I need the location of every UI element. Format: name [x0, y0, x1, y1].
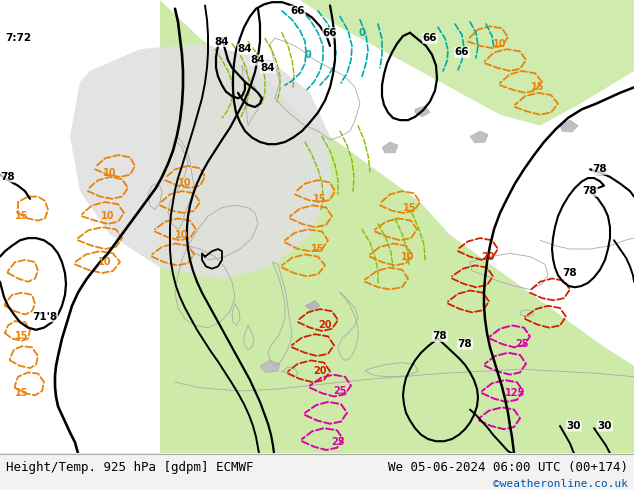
- Text: 78: 78: [432, 331, 448, 342]
- Text: 15: 15: [311, 244, 325, 254]
- Text: 10: 10: [493, 39, 507, 49]
- Text: 78: 78: [1, 172, 15, 182]
- Text: 78: 78: [593, 164, 607, 174]
- Text: 0: 0: [304, 49, 311, 60]
- Text: 84: 84: [261, 63, 275, 73]
- Text: 10: 10: [98, 257, 112, 267]
- Text: We 05-06-2024 06:00 UTC (00+174): We 05-06-2024 06:00 UTC (00+174): [387, 461, 628, 474]
- Polygon shape: [260, 361, 280, 372]
- Polygon shape: [382, 142, 398, 153]
- Text: 10: 10: [178, 178, 191, 189]
- Text: 25: 25: [333, 386, 347, 396]
- Text: 84: 84: [215, 36, 230, 47]
- Text: 10: 10: [103, 168, 117, 177]
- Text: 10: 10: [101, 211, 115, 221]
- Text: 15: 15: [313, 194, 327, 204]
- Polygon shape: [590, 166, 608, 176]
- Text: 15: 15: [15, 388, 29, 398]
- Text: 0: 0: [359, 28, 365, 38]
- Polygon shape: [70, 44, 330, 278]
- Text: 66: 66: [423, 33, 437, 43]
- Text: 15: 15: [15, 331, 29, 342]
- Text: 71'8: 71'8: [32, 312, 58, 322]
- Text: 10: 10: [175, 230, 189, 240]
- Text: 15: 15: [403, 202, 417, 213]
- Text: 78: 78: [583, 186, 597, 196]
- Polygon shape: [560, 120, 578, 132]
- Text: 20: 20: [313, 367, 327, 376]
- Text: 66: 66: [291, 6, 305, 16]
- Text: 78: 78: [458, 339, 472, 349]
- Text: 66: 66: [455, 48, 469, 57]
- Text: 84: 84: [238, 44, 252, 54]
- Text: 25: 25: [515, 339, 529, 349]
- Text: 78: 78: [563, 268, 578, 278]
- Text: 20: 20: [318, 320, 332, 330]
- Text: 20: 20: [481, 252, 495, 262]
- Polygon shape: [300, 0, 634, 125]
- Text: 10: 10: [401, 252, 415, 262]
- Text: 15: 15: [531, 82, 545, 93]
- Text: 66: 66: [323, 28, 337, 38]
- Polygon shape: [305, 300, 320, 311]
- Text: 30: 30: [598, 421, 612, 431]
- Text: 25: 25: [331, 438, 345, 447]
- Text: 125: 125: [505, 388, 525, 398]
- Polygon shape: [470, 131, 488, 143]
- Text: 7:72: 7:72: [5, 33, 31, 43]
- Text: 15: 15: [15, 211, 29, 221]
- Polygon shape: [415, 106, 430, 117]
- Text: 84: 84: [250, 55, 265, 65]
- Text: 30: 30: [567, 421, 581, 431]
- Polygon shape: [160, 0, 634, 453]
- Text: ©weatheronline.co.uk: ©weatheronline.co.uk: [493, 480, 628, 490]
- Text: Height/Temp. 925 hPa [gdpm] ECMWF: Height/Temp. 925 hPa [gdpm] ECMWF: [6, 461, 254, 474]
